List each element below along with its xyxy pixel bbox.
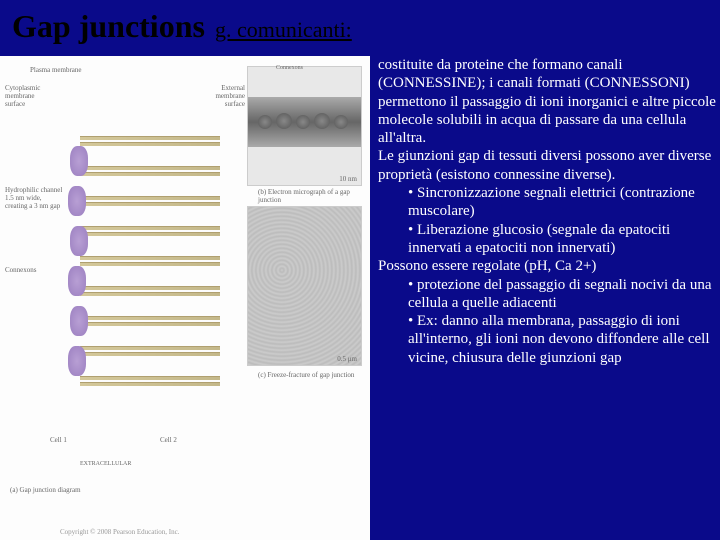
bullet-sync: • Sincronizzazione segnali elettrici (co…: [378, 184, 716, 221]
subtitle: g. comunicanti:: [215, 17, 352, 43]
label-hydrophilic: Hydrophilic channel 1.5 nm wide, creatin…: [5, 186, 65, 210]
bullet-example: • Ex: danno alla membrana, passaggio di …: [378, 312, 716, 367]
text-content: costituite da proteine che formano canal…: [378, 56, 716, 367]
paragraph-1: costituite da proteine che formano canal…: [378, 56, 716, 147]
scale-c: 0.5 μm: [337, 355, 357, 363]
label-connexons-em: Connexons: [276, 65, 303, 71]
label-extracellular: EXTRACELLULAR: [80, 461, 131, 467]
bullet-protection: • protezione del passaggio di segnali no…: [378, 276, 716, 313]
paragraph-3: Possono essere regolate (pH, Ca 2+): [378, 257, 716, 275]
figure-diagram: Plasma membrane Cytoplasmic membrane sur…: [10, 66, 240, 506]
scale-b: 10 nm: [339, 175, 357, 183]
label-plasma-membrane: Plasma membrane: [30, 66, 82, 74]
label-cell1: Cell 1: [50, 436, 67, 444]
caption-c: (c) Freeze-fracture of gap junction: [258, 371, 358, 379]
caption-a: (a) Gap junction diagram: [10, 486, 81, 494]
bullet-glucose: • Liberazione glucosio (segnale da epato…: [378, 221, 716, 258]
caption-b: (b) Electron micrograph of a gap junctio…: [258, 188, 358, 204]
paragraph-2: Le giunzioni gap di tessuti diversi poss…: [378, 147, 716, 184]
figure-electron-micrograph: Connexons 10 nm: [247, 66, 362, 186]
copyright: Copyright © 2008 Pearson Education, Inc.: [60, 528, 179, 536]
label-external: External membrane surface: [195, 84, 245, 108]
label-cytoplasmic: Cytoplasmic membrane surface: [5, 84, 55, 108]
figure-area: Plasma membrane Cytoplasmic membrane sur…: [0, 56, 370, 540]
figure-freeze-fracture: 0.5 μm: [247, 206, 362, 366]
main-title: Gap junctions: [12, 8, 205, 45]
label-cell2: Cell 2: [160, 436, 177, 444]
label-connexons: Connexons: [5, 266, 55, 274]
title-row: Gap junctions g. comunicanti:: [12, 8, 352, 45]
membrane-stack: [80, 136, 220, 416]
